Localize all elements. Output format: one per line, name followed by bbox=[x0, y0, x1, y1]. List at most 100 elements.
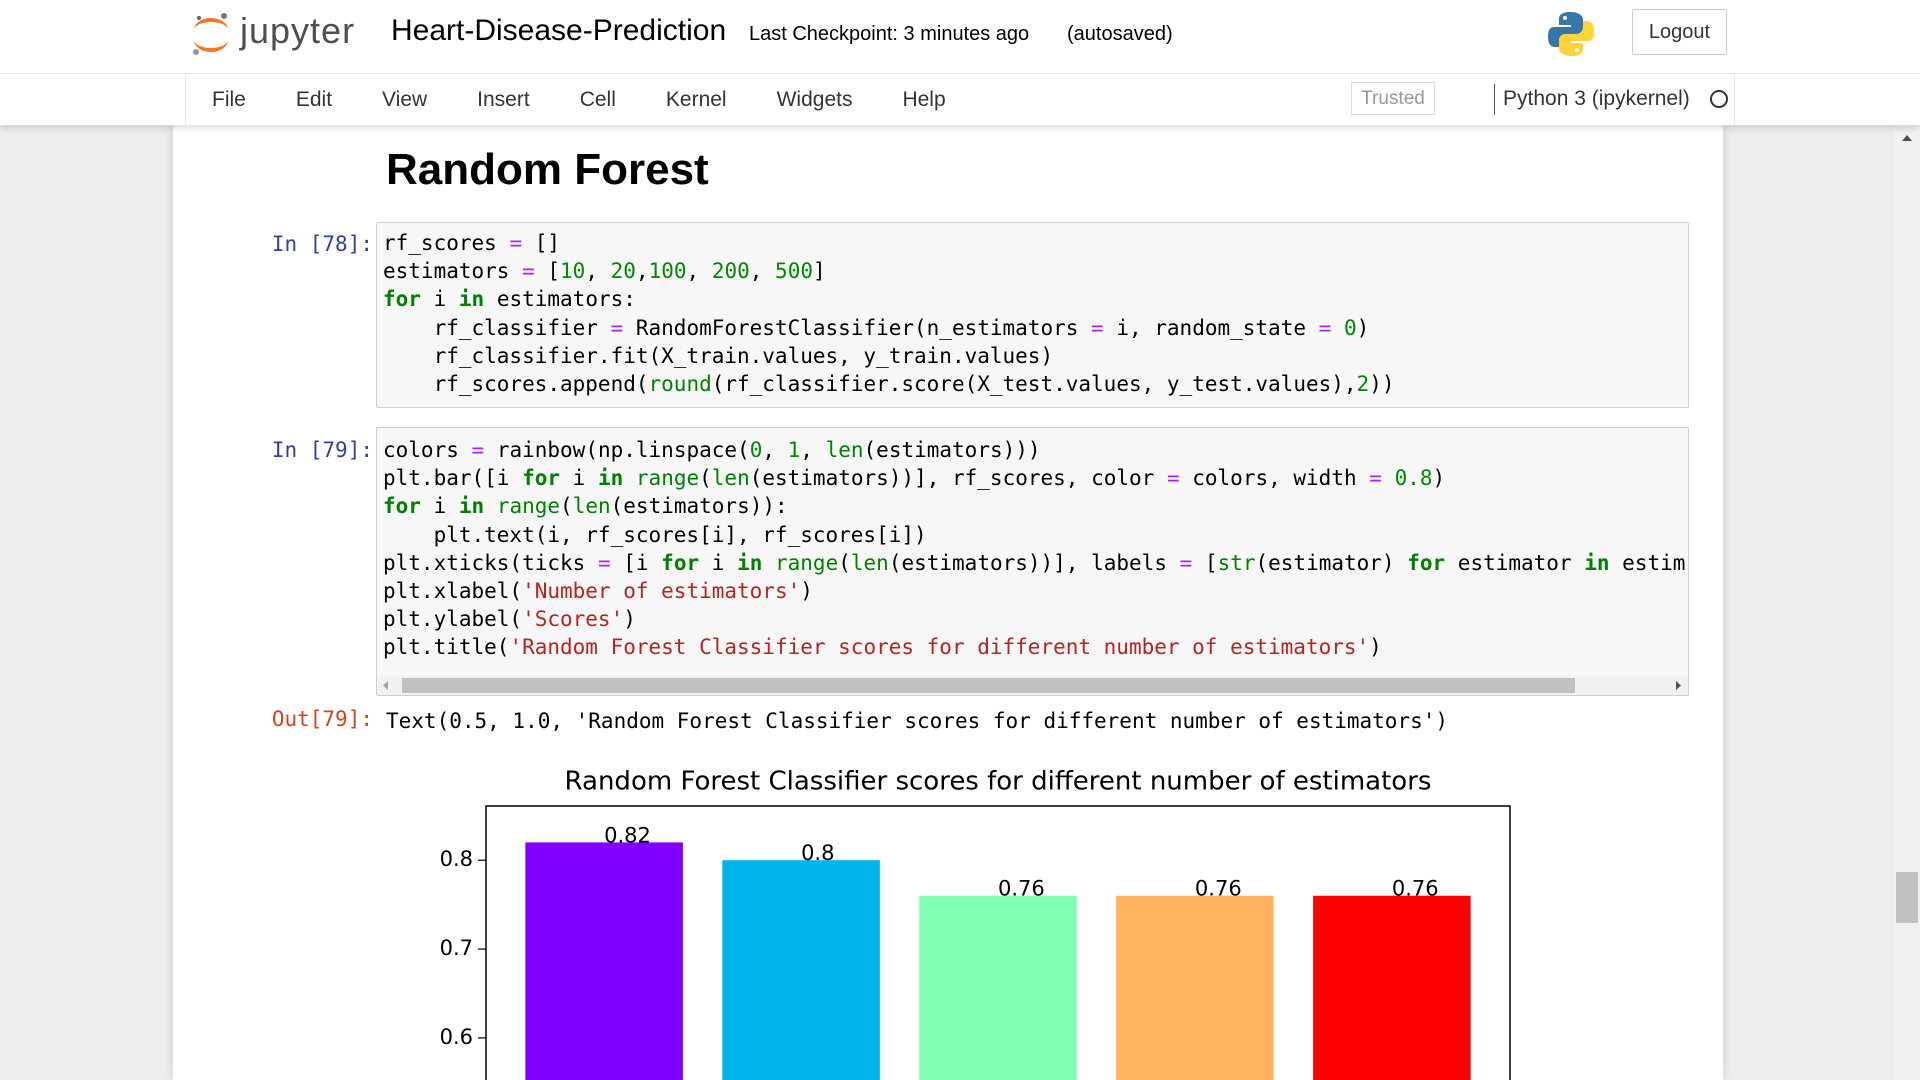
menu-item[interactable]: Help bbox=[902, 87, 946, 111]
page-scrollbar-thumb[interactable] bbox=[1896, 872, 1918, 923]
code-token: in bbox=[737, 550, 763, 575]
code-token: [ bbox=[534, 259, 561, 284]
code-token bbox=[1331, 316, 1344, 340]
menu-item[interactable]: Kernel bbox=[665, 87, 727, 111]
code-token: (estimators)): bbox=[610, 494, 788, 519]
code-token: range bbox=[635, 466, 700, 491]
notebook-panel: Random Forest In [78]: rf_scores = [] est… bbox=[173, 125, 1723, 1080]
code-token: rf_scores bbox=[383, 231, 510, 255]
code-token: , bbox=[762, 438, 788, 462]
code-token: for bbox=[661, 550, 700, 575]
horizontal-scrollbar[interactable] bbox=[377, 676, 1688, 695]
code-token: 10 bbox=[560, 259, 586, 284]
output-text: Text(0.5, 1.0, 'Random Forest Classifier… bbox=[386, 709, 1449, 733]
code-token: rf_scores.append( bbox=[383, 371, 649, 396]
code-token: (estimator) bbox=[1255, 550, 1408, 575]
code-line: rf_scores.append(round(rf_classifier.sco… bbox=[383, 370, 1395, 398]
output-prompt: Out[79]: bbox=[271, 707, 373, 731]
code-token: len bbox=[850, 550, 889, 575]
code-line: rf_classifier.fit(X_train.values, y_trai… bbox=[383, 342, 1394, 370]
code-token: len bbox=[711, 466, 750, 491]
code-token: 2 bbox=[1356, 371, 1370, 396]
code-token: [i bbox=[610, 550, 662, 575]
code-token: 100 bbox=[648, 259, 687, 284]
code-token: in bbox=[458, 287, 485, 312]
menu-item[interactable]: View bbox=[382, 87, 428, 111]
code-token: = bbox=[1179, 550, 1193, 575]
code-token: = bbox=[471, 438, 485, 462]
code-line: plt.ylabel('Scores') bbox=[383, 605, 1685, 633]
code-token: colors bbox=[383, 438, 472, 462]
code-token: in bbox=[597, 466, 624, 491]
jupyter-logo bbox=[193, 13, 228, 55]
code-token: colors, width bbox=[1179, 466, 1370, 491]
code-token: , bbox=[686, 259, 712, 284]
menu-item[interactable]: Widgets bbox=[776, 87, 853, 111]
code-token: , bbox=[749, 259, 776, 284]
code-token: [] bbox=[522, 231, 561, 255]
code-token: = bbox=[610, 315, 624, 340]
code-line: plt.xlabel('Number of estimators') bbox=[383, 577, 1685, 605]
code-token: ( bbox=[699, 466, 712, 491]
header: jupyter Heart-Disease-Prediction Last Ch… bbox=[0, 0, 1920, 74]
checkpoint: Last Checkpoint: 3 minutes ago bbox=[749, 23, 1030, 45]
page-scrollbar[interactable] bbox=[1894, 125, 1920, 1080]
bar-value-label: 0.76 bbox=[998, 877, 1045, 901]
code-token: 1 bbox=[787, 438, 801, 462]
code-token: ) bbox=[1432, 466, 1446, 491]
bar bbox=[1313, 895, 1471, 1080]
bar bbox=[722, 860, 880, 1080]
code-token: i bbox=[560, 466, 598, 491]
code-token: rf_classifier.fit(X_train.values, y_trai… bbox=[383, 343, 1054, 368]
menu-container: File Edit View Insert Cell Kernel Widgets Help … bbox=[185, 74, 1735, 125]
bar bbox=[1116, 895, 1274, 1080]
kernel-separator bbox=[1494, 84, 1495, 115]
code-token: plt.title( bbox=[383, 635, 510, 660]
bar bbox=[919, 895, 1077, 1080]
code-token: in bbox=[458, 494, 485, 519]
code-token: plt.text(i, rf_scores[i], rf_scores[i]) bbox=[383, 522, 927, 547]
scrollbar-thumb[interactable] bbox=[402, 678, 1575, 693]
code-token: ) bbox=[623, 607, 636, 632]
input-prompt: In [78]: bbox=[271, 232, 373, 256]
notebook-name[interactable]: Heart-Disease-Prediction bbox=[391, 14, 727, 47]
bar-value-label: 0.76 bbox=[1195, 877, 1242, 901]
trusted-indicator[interactable]: Trusted bbox=[1351, 82, 1435, 115]
code-token: = bbox=[522, 259, 535, 284]
code-token: for bbox=[1407, 550, 1446, 575]
bar bbox=[525, 842, 683, 1080]
code-lines: colors = rainbow(np.linspace(0, 1, len(e… bbox=[383, 436, 1685, 662]
code-token: round bbox=[648, 371, 712, 396]
code-token: , bbox=[585, 259, 611, 284]
menu-items: File Edit View Insert Cell Kernel Widgets Help bbox=[212, 74, 946, 125]
code-token: 0 bbox=[1343, 315, 1357, 340]
code-token: range bbox=[775, 550, 839, 575]
kernel-status bbox=[1710, 90, 1728, 108]
scroll-left-arrow[interactable] bbox=[381, 680, 391, 691]
logout-button[interactable]: Logout bbox=[1632, 9, 1727, 55]
code-token: for bbox=[383, 494, 421, 519]
menu-item[interactable]: Cell bbox=[579, 87, 616, 111]
code-token: ) bbox=[1369, 635, 1382, 660]
code-token: str bbox=[1217, 550, 1256, 575]
code-token: = bbox=[1369, 466, 1382, 491]
code-line: estimators = [10, 20,100, 200, 500] bbox=[383, 257, 1394, 285]
scroll-right-arrow[interactable] bbox=[1673, 680, 1683, 691]
kernel-name[interactable]: Python 3 (ipykernel) bbox=[1503, 87, 1690, 110]
code-input[interactable]: rf_scores = [] estimators = [10, 20,100, … bbox=[376, 222, 1689, 408]
code-token: 500 bbox=[775, 259, 813, 284]
scroll-up-arrow[interactable] bbox=[1901, 133, 1913, 143]
code-lines: rf_scores = [] estimators = [10, 20,100, … bbox=[383, 229, 1394, 398]
code-line: plt.bar([i for i in range(len(estimators… bbox=[383, 464, 1685, 492]
menu-item[interactable]: Edit bbox=[295, 87, 333, 111]
y-tick-label: 0.7 bbox=[440, 936, 473, 960]
code-token bbox=[1382, 466, 1395, 490]
menu-item[interactable]: Insert bbox=[477, 87, 530, 111]
code-token bbox=[623, 466, 636, 490]
code-input[interactable]: colors = rainbow(np.linspace(0, 1, len(e… bbox=[376, 427, 1689, 696]
code-token: ) bbox=[1356, 315, 1370, 340]
code-token bbox=[484, 494, 497, 518]
code-token: plt.xlabel( bbox=[383, 578, 523, 603]
menu-item[interactable]: File bbox=[212, 87, 246, 111]
